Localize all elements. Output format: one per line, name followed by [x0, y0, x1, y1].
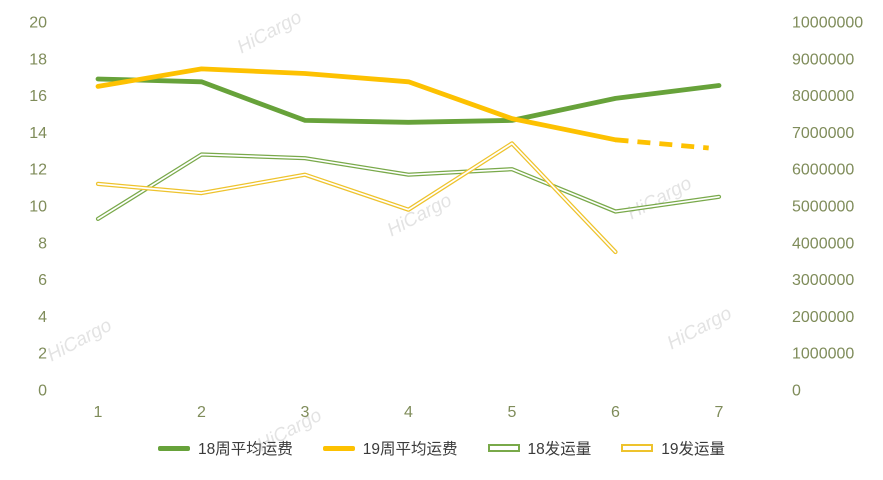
svg-text:4000000: 4000000 [792, 235, 854, 252]
svg-text:0: 0 [792, 383, 801, 400]
svg-text:3000000: 3000000 [792, 272, 854, 289]
svg-text:4: 4 [38, 309, 47, 326]
legend-label-19-volume: 19发运量 [661, 441, 725, 458]
legend-swatch-18-volume [487, 444, 520, 452]
svg-text:1000000: 1000000 [792, 346, 854, 363]
svg-text:20: 20 [29, 15, 47, 32]
legend-item-19-volume: 19发运量 [621, 437, 725, 459]
svg-text:7: 7 [715, 404, 724, 421]
svg-text:2: 2 [197, 404, 206, 421]
legend-label-19-avg-freight: 19周平均运费 [362, 441, 458, 458]
legend-swatch-19-avg-freight [322, 445, 355, 451]
svg-text:0: 0 [38, 383, 47, 400]
legend-swatch-19-volume [621, 444, 654, 452]
legend-item-18-volume: 18发运量 [487, 437, 592, 459]
legend-label-18-volume: 18发运量 [527, 441, 592, 458]
svg-text:5000000: 5000000 [792, 199, 854, 216]
svg-text:1: 1 [94, 404, 103, 421]
svg-text:14: 14 [29, 125, 47, 142]
svg-text:7000000: 7000000 [792, 125, 854, 142]
svg-text:10: 10 [29, 199, 47, 216]
svg-text:12: 12 [29, 162, 47, 179]
svg-text:6: 6 [611, 404, 620, 421]
svg-text:2000000: 2000000 [792, 309, 854, 326]
svg-text:10000000: 10000000 [792, 15, 863, 32]
svg-text:5: 5 [508, 404, 517, 421]
legend-swatch-18-avg-freight [158, 445, 190, 451]
legend-label-18-avg-freight: 18周平均运费 [198, 441, 293, 458]
svg-text:3: 3 [301, 404, 310, 421]
legend-item-19-avg-freight: 19周平均运费 [322, 437, 458, 459]
svg-text:6: 6 [38, 272, 47, 289]
svg-text:9000000: 9000000 [792, 51, 854, 68]
svg-text:2: 2 [38, 346, 47, 363]
svg-text:8000000: 8000000 [792, 88, 854, 105]
svg-text:16: 16 [29, 88, 47, 105]
svg-text:4: 4 [404, 404, 413, 421]
chart-legend: 18周平均运费 19周平均运费 18发运量 19发运量 [0, 437, 883, 459]
svg-text:8: 8 [38, 235, 47, 252]
svg-text:18: 18 [29, 51, 47, 68]
legend-item-18-avg-freight: 18周平均运费 [158, 437, 293, 459]
svg-text:6000000: 6000000 [792, 162, 854, 179]
